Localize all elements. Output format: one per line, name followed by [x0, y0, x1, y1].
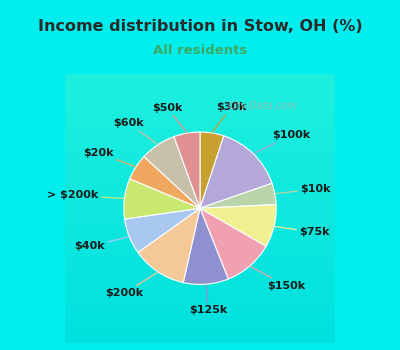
Text: $100k: $100k	[254, 131, 310, 153]
Wedge shape	[200, 183, 276, 208]
Text: $20k: $20k	[84, 148, 135, 167]
Wedge shape	[200, 208, 266, 279]
Text: $50k: $50k	[152, 103, 187, 132]
Text: $10k: $10k	[276, 184, 331, 194]
Wedge shape	[124, 208, 200, 252]
Wedge shape	[130, 156, 200, 208]
Text: City-Data.com: City-Data.com	[227, 101, 297, 111]
Text: $150k: $150k	[250, 267, 305, 290]
Wedge shape	[124, 179, 200, 219]
Text: $30k: $30k	[212, 102, 246, 132]
Text: $200k: $200k	[105, 272, 157, 298]
Wedge shape	[183, 208, 228, 285]
Wedge shape	[200, 205, 276, 246]
Text: > $200k: > $200k	[47, 190, 124, 200]
Text: $60k: $60k	[113, 118, 157, 144]
Text: All residents: All residents	[153, 44, 247, 57]
Text: $40k: $40k	[74, 237, 128, 251]
Text: $125k: $125k	[189, 285, 227, 315]
Text: $75k: $75k	[275, 226, 330, 237]
Wedge shape	[200, 136, 272, 208]
Wedge shape	[138, 208, 200, 282]
Wedge shape	[174, 132, 200, 208]
Wedge shape	[200, 132, 224, 208]
Wedge shape	[144, 136, 200, 208]
Text: Income distribution in Stow, OH (%): Income distribution in Stow, OH (%)	[38, 19, 362, 34]
